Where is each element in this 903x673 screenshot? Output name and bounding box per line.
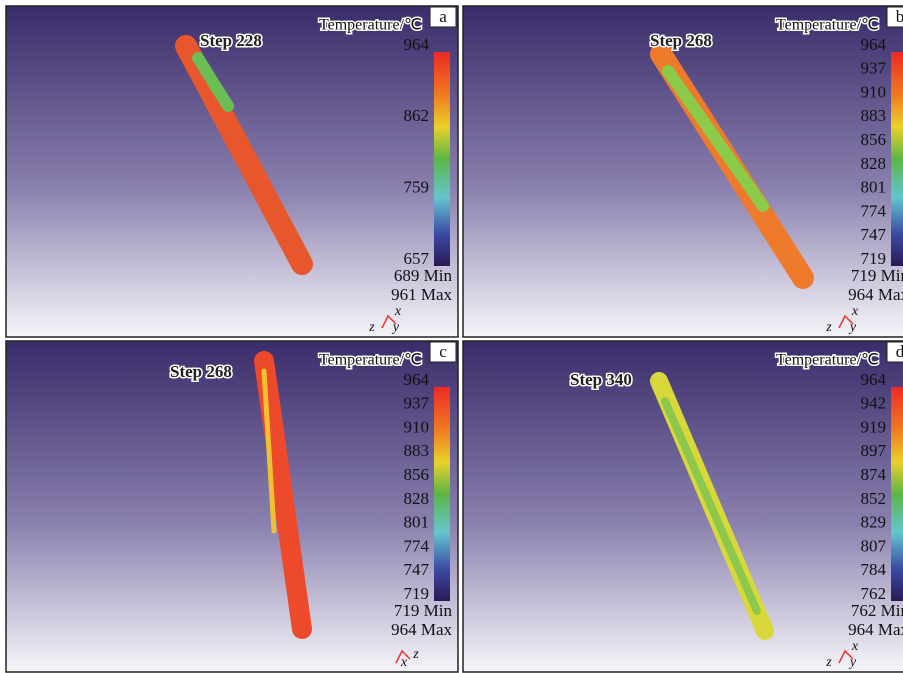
axis-letter: z — [825, 320, 832, 335]
tick-label: 828 — [861, 154, 887, 173]
tick-label: 747 — [861, 225, 887, 244]
max-label: 964 Max — [848, 285, 903, 304]
max-label: 961 Max — [391, 285, 452, 304]
tick-label: 759 — [404, 178, 430, 197]
tick-label: 774 — [404, 536, 430, 555]
axis-letter: x — [394, 304, 402, 319]
tick-label: 910 — [404, 417, 430, 436]
step-label: Step 268 — [170, 362, 232, 381]
tick-label: 937 — [861, 59, 887, 78]
colorbar — [891, 52, 903, 266]
min-label: 762 Min — [851, 601, 903, 620]
viewport — [463, 341, 903, 672]
figure: Step 228Temperature/℃a964862759657689 Mi… — [0, 0, 903, 673]
tick-label: 964 — [861, 35, 887, 54]
tick-label: 883 — [861, 106, 887, 125]
tick-label: 964 — [404, 370, 430, 389]
tick-label: 897 — [861, 441, 887, 460]
axis-letter: x — [851, 304, 859, 319]
legend-title: Temperature/℃ — [776, 352, 879, 369]
tick-label: 964 — [404, 35, 430, 54]
axis-letter: z — [412, 647, 419, 662]
tick-label: 801 — [404, 513, 430, 532]
axis-letter: z — [825, 655, 832, 670]
tick-label: 937 — [404, 394, 430, 413]
panel-label: d — [896, 342, 903, 361]
tick-label: 856 — [861, 130, 887, 149]
step-label: Step 268 — [650, 31, 712, 50]
tick-label: 774 — [861, 201, 887, 220]
tick-label: 942 — [861, 394, 887, 413]
axis-letter: y — [848, 655, 857, 670]
panel: Step 268 Temperature/℃ b 964 937 910 883 856 828… — [463, 6, 903, 337]
axis-letter: y — [391, 320, 400, 335]
legend-title: Temperature/℃ — [776, 17, 879, 34]
tick-label: 784 — [861, 560, 887, 579]
max-label: 964 Max — [848, 620, 903, 639]
min-label: 689 Min — [394, 266, 453, 285]
step-label: Step 228 — [200, 31, 262, 50]
axis-letter: x — [400, 655, 408, 670]
tick-label: 910 — [861, 82, 887, 101]
tick-label: 856 — [404, 465, 430, 484]
legend-title: Temperature/℃ — [319, 17, 422, 34]
axis-letter: x — [851, 639, 859, 654]
min-label: 719 Min — [851, 266, 903, 285]
tick-label: 862 — [404, 106, 430, 125]
legend-title: Temperature/℃ — [319, 352, 422, 369]
tick-label: 807 — [861, 536, 887, 555]
step-label: Step 340 — [570, 370, 632, 389]
tick-label: 874 — [861, 465, 887, 484]
tick-label: 852 — [861, 489, 887, 508]
panel-label: a — [439, 7, 447, 26]
tick-label: 801 — [861, 178, 887, 197]
colorbar — [434, 52, 450, 266]
axis-letter: y — [848, 320, 857, 335]
min-label: 719 Min — [394, 601, 453, 620]
tick-label: 828 — [404, 489, 430, 508]
tick-label: 964 — [861, 370, 887, 389]
tick-label: 747 — [404, 560, 430, 579]
colorbar — [891, 387, 903, 601]
axis-letter: z — [368, 320, 375, 335]
panel: Step 340 Temperature/℃ d 964 942 919 897 874 852… — [463, 341, 903, 672]
panel-label: b — [896, 7, 903, 26]
max-label: 964 Max — [391, 620, 452, 639]
viewport — [463, 6, 903, 337]
tick-label: 829 — [861, 513, 887, 532]
colorbar — [434, 387, 450, 601]
tick-label: 883 — [404, 441, 430, 460]
tick-label: 919 — [861, 417, 887, 436]
panel-label: c — [439, 342, 447, 361]
panel: Step 268 Temperature/℃ c 964 937 910 883 856 828… — [6, 341, 458, 672]
